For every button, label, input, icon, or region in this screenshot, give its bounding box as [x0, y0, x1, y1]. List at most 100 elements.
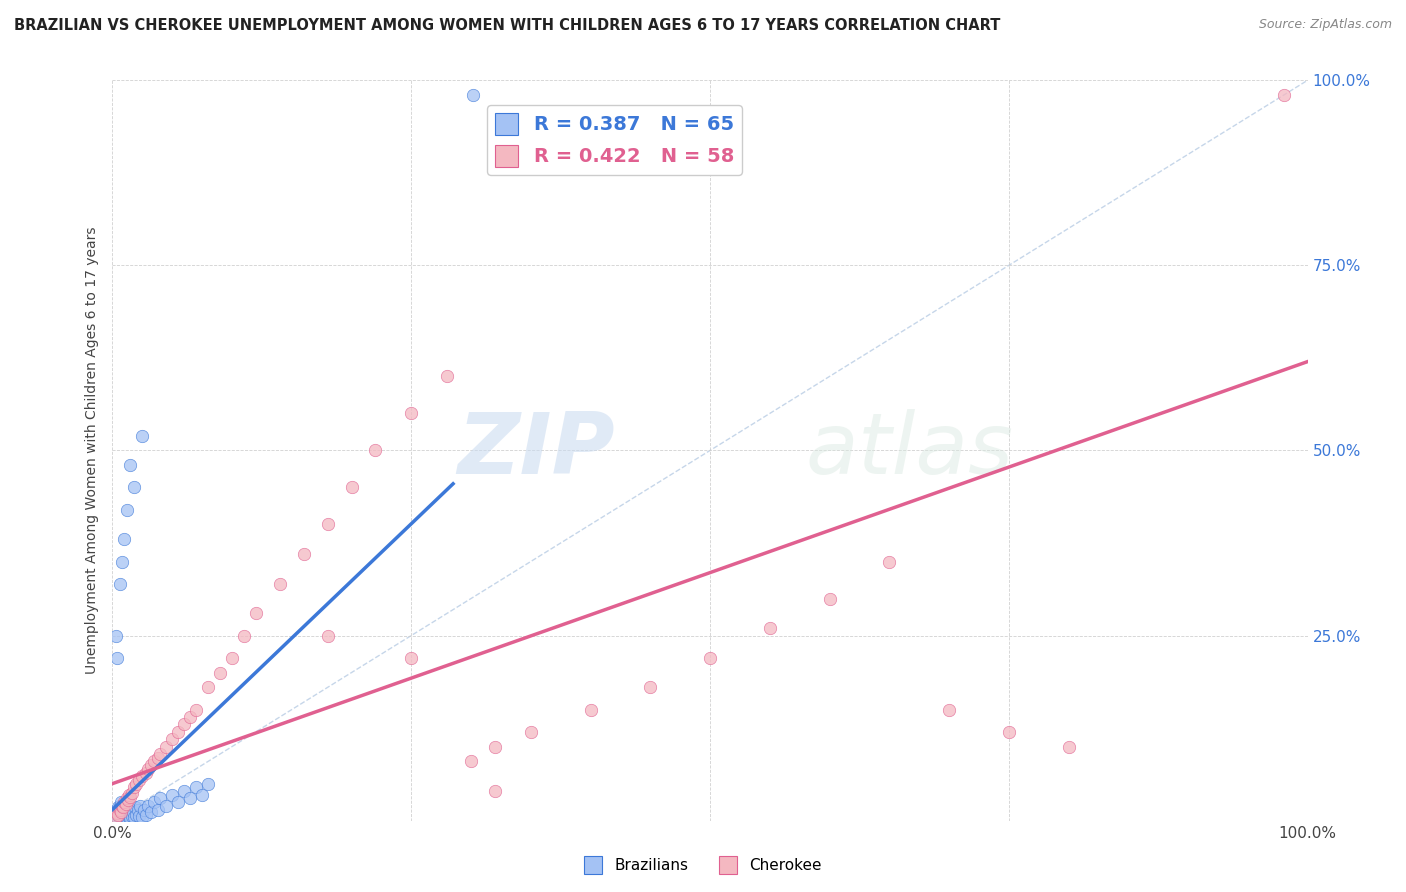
Point: [818, 591, 841, 606]
Point: [209, 665, 232, 680]
Point: [131, 428, 153, 442]
Point: [186, 780, 208, 795]
Legend: Brazilians, Cherokee: Brazilians, Cherokee: [578, 850, 828, 880]
Point: [122, 480, 145, 494]
Text: BRAZILIAN VS CHEROKEE UNEMPLOYMENT AMONG WOMEN WITH CHILDREN AGES 6 TO 17 YEARS : BRAZILIAN VS CHEROKEE UNEMPLOYMENT AMONG…: [14, 18, 1001, 33]
Point: [640, 681, 662, 695]
Point: [484, 784, 506, 798]
Point: [143, 755, 166, 769]
Point: [233, 628, 256, 642]
Point: [699, 650, 721, 665]
Point: [167, 724, 190, 739]
Point: [759, 621, 782, 635]
Point: [146, 750, 169, 764]
Point: [115, 811, 138, 825]
Point: [120, 812, 142, 826]
Text: atlas: atlas: [806, 409, 1014, 492]
Point: [105, 805, 128, 819]
Point: [316, 517, 339, 532]
Point: [401, 407, 423, 421]
Point: [138, 762, 160, 776]
Point: [484, 739, 506, 754]
Point: [132, 803, 155, 817]
Point: [179, 710, 201, 724]
Point: [129, 798, 152, 813]
Point: [127, 803, 149, 817]
Point: [221, 650, 243, 665]
Point: [122, 810, 145, 824]
Point: [112, 810, 135, 824]
Point: [128, 772, 150, 787]
Point: [105, 803, 128, 817]
Point: [245, 607, 267, 621]
Point: [162, 732, 183, 747]
Point: [149, 747, 172, 761]
Point: [114, 795, 135, 809]
Point: [197, 776, 219, 791]
Point: [135, 807, 157, 822]
Point: [579, 703, 602, 717]
Point: [104, 810, 127, 824]
Point: [167, 795, 190, 809]
Point: [110, 809, 132, 823]
Point: [114, 797, 136, 812]
Point: [120, 803, 142, 817]
Point: [138, 798, 160, 813]
Point: [110, 795, 132, 809]
Point: [1272, 88, 1295, 103]
Point: [118, 807, 141, 822]
Text: Source: ZipAtlas.com: Source: ZipAtlas.com: [1258, 18, 1392, 31]
Point: [463, 88, 485, 103]
Point: [879, 555, 901, 569]
Point: [114, 803, 136, 817]
Point: [125, 807, 148, 822]
Point: [120, 789, 142, 804]
Point: [436, 369, 458, 384]
Point: [108, 803, 131, 817]
Point: [179, 791, 201, 805]
Point: [149, 791, 172, 805]
Point: [107, 807, 129, 822]
Point: [121, 785, 143, 799]
Point: [107, 808, 129, 822]
Point: [105, 810, 128, 824]
Point: [186, 703, 208, 717]
Point: [998, 724, 1021, 739]
Y-axis label: Unemployment Among Women with Children Ages 6 to 17 years: Unemployment Among Women with Children A…: [86, 227, 100, 674]
Point: [143, 795, 166, 809]
Point: [111, 807, 134, 822]
Point: [340, 480, 363, 494]
Point: [155, 798, 177, 813]
Point: [125, 776, 148, 791]
Point: [1057, 739, 1080, 754]
Point: [316, 628, 339, 642]
Point: [114, 533, 135, 547]
Point: [120, 458, 142, 473]
Point: [121, 809, 143, 823]
Point: [105, 806, 128, 821]
Point: [111, 812, 134, 826]
Point: [110, 805, 132, 819]
Point: [124, 800, 146, 814]
Point: [131, 769, 153, 783]
Point: [105, 628, 128, 642]
Point: [111, 798, 134, 813]
Point: [460, 755, 482, 769]
Point: [139, 805, 162, 819]
Point: [118, 788, 141, 802]
Point: [114, 810, 136, 824]
Point: [292, 547, 315, 561]
Point: [135, 765, 157, 780]
Legend: R = 0.387   N = 65, R = 0.422   N = 58: R = 0.387 N = 65, R = 0.422 N = 58: [486, 104, 742, 175]
Point: [131, 810, 153, 824]
Point: [364, 443, 387, 458]
Point: [112, 798, 135, 813]
Point: [108, 798, 131, 813]
Point: [114, 807, 135, 822]
Point: [105, 650, 128, 665]
Point: [520, 724, 543, 739]
Point: [111, 803, 134, 817]
Point: [112, 800, 135, 814]
Text: ZIP: ZIP: [457, 409, 614, 492]
Point: [114, 812, 135, 826]
